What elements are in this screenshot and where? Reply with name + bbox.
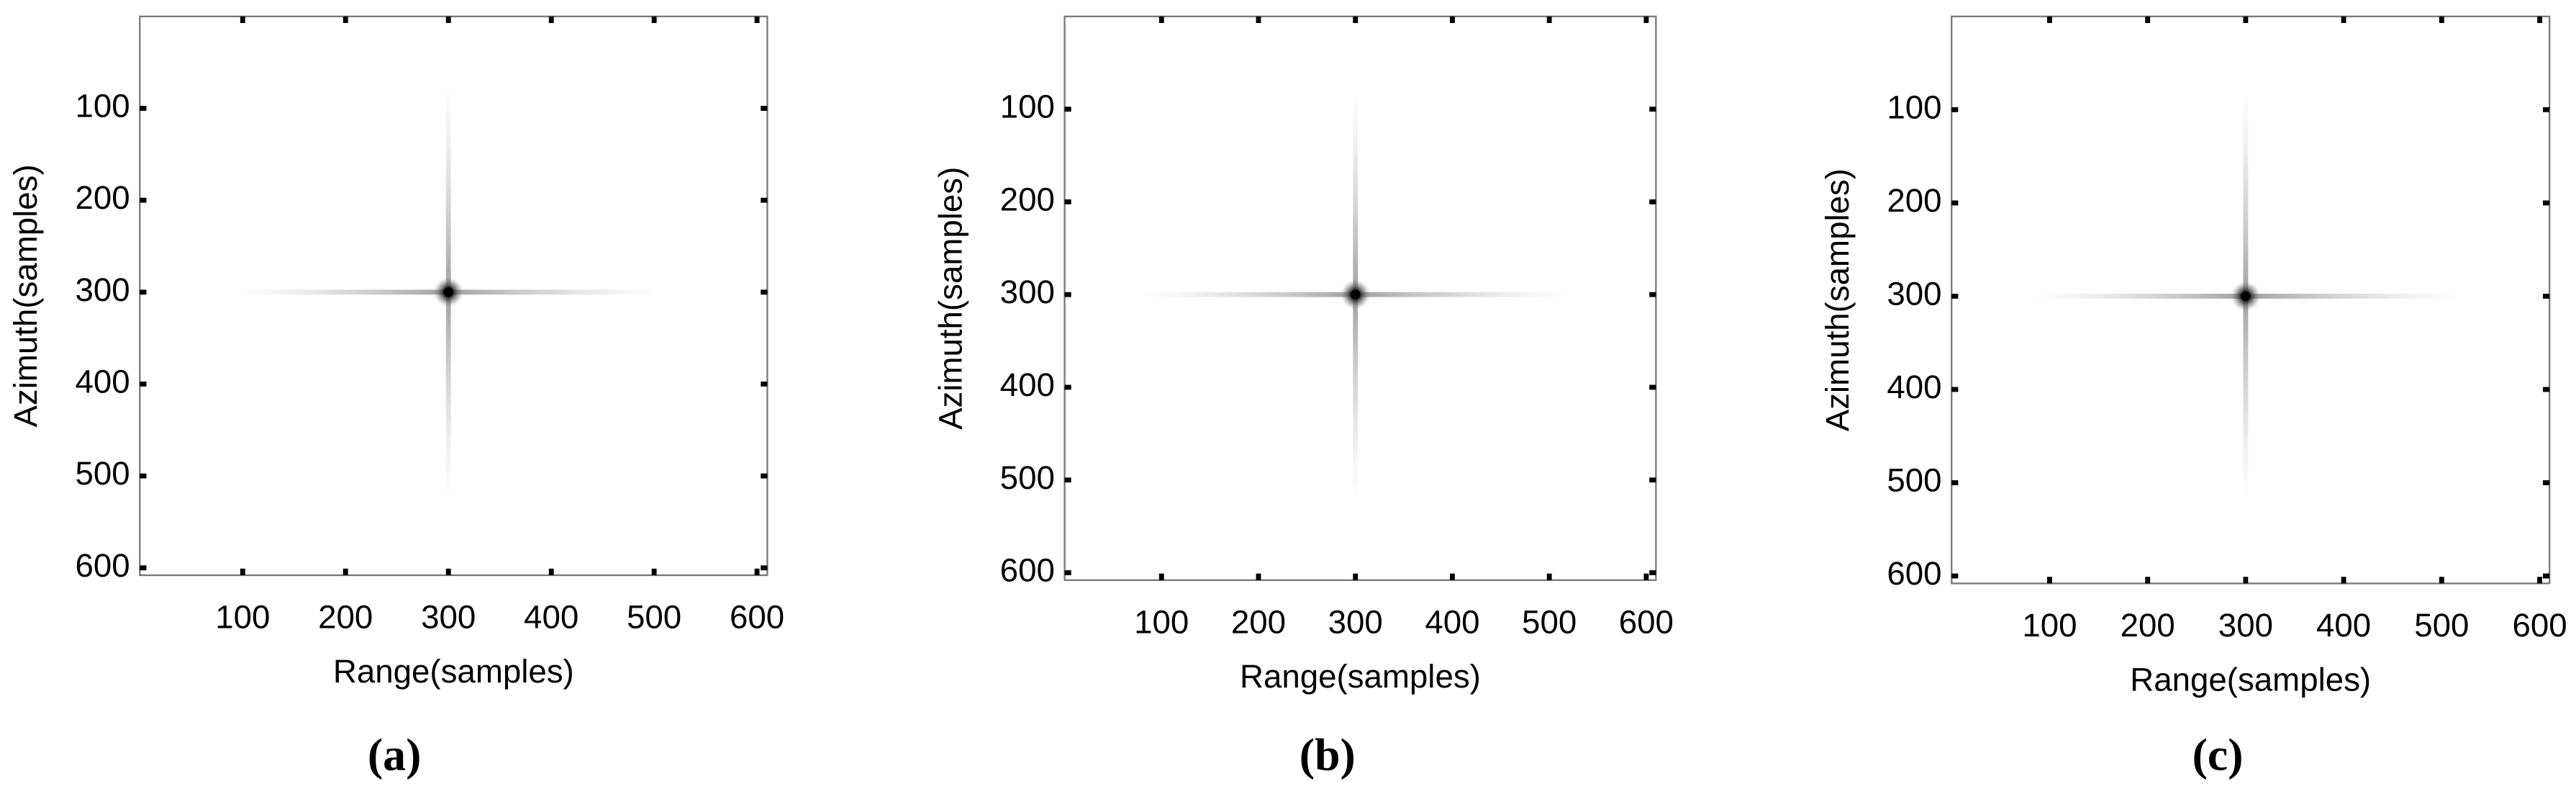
y-tick-label: 200 bbox=[75, 179, 130, 216]
panel: 100 200 300 400 500 600 100 200 300 400 500 600 Rang… bbox=[1819, 15, 2567, 780]
x-tick-label: 500 bbox=[627, 599, 681, 636]
x-axis-label: Range(samples) bbox=[2130, 661, 2371, 698]
x-tick-label: 300 bbox=[421, 599, 476, 636]
y-tick-label: 500 bbox=[1000, 459, 1055, 496]
x-tick-label: 100 bbox=[2022, 607, 2077, 644]
y-axis-label: Azimuth(samples) bbox=[7, 164, 44, 427]
y-tick-label: 400 bbox=[75, 364, 130, 400]
panel: 100 200 300 400 500 600 100 200 300 400 500 600 Rang… bbox=[7, 15, 784, 780]
y-tick-label: 400 bbox=[1000, 366, 1055, 403]
caption: (b) bbox=[1300, 729, 1356, 780]
x-tick-label: 600 bbox=[2512, 607, 2567, 644]
y-axis-label: Azimuth(samples) bbox=[1819, 168, 1856, 431]
y-tick-label: 300 bbox=[1887, 275, 1941, 312]
point-target-core bbox=[443, 287, 454, 297]
x-tick-label: 200 bbox=[318, 599, 373, 636]
point-target-core bbox=[2241, 291, 2251, 302]
x-tick-label: 100 bbox=[1134, 604, 1189, 641]
caption: (c) bbox=[2192, 729, 2244, 780]
y-tick-label: 200 bbox=[1000, 181, 1055, 217]
y-tick-label: 300 bbox=[75, 271, 130, 308]
x-tick-label: 400 bbox=[1425, 604, 1479, 641]
x-tick-label: 500 bbox=[2414, 607, 2469, 644]
x-tick-label: 300 bbox=[1328, 604, 1383, 641]
x-tick-label: 500 bbox=[1522, 604, 1577, 641]
y-tick-label: 200 bbox=[1887, 182, 1941, 219]
y-tick-label: 400 bbox=[1887, 369, 1941, 405]
y-tick-label: 600 bbox=[75, 547, 130, 584]
panel: 100 200 300 400 500 600 100 200 300 400 500 600 Rang… bbox=[932, 15, 1674, 780]
y-tick-label: 100 bbox=[1000, 89, 1055, 125]
x-tick-label: 400 bbox=[2316, 607, 2371, 644]
y-tick-label: 500 bbox=[75, 455, 130, 492]
x-tick-label: 200 bbox=[2121, 607, 2175, 644]
x-tick-label: 100 bbox=[215, 599, 270, 636]
x-axis-label: Range(samples) bbox=[1240, 658, 1481, 695]
y-tick-label: 500 bbox=[1887, 462, 1941, 499]
y-tick-label: 600 bbox=[1000, 552, 1055, 589]
x-axis-label: Range(samples) bbox=[333, 653, 574, 690]
y-axis-label: Azimuth(samples) bbox=[932, 167, 969, 430]
caption: (a) bbox=[368, 729, 422, 780]
x-tick-label: 600 bbox=[730, 599, 784, 636]
y-tick-label: 300 bbox=[1000, 274, 1055, 310]
y-tick-label: 600 bbox=[1887, 555, 1941, 592]
y-tick-label: 100 bbox=[75, 88, 130, 125]
x-tick-label: 600 bbox=[1619, 604, 1674, 641]
y-tick-label: 100 bbox=[1887, 89, 1941, 125]
x-tick-label: 300 bbox=[2218, 607, 2273, 644]
point-target-core bbox=[1350, 289, 1361, 300]
x-tick-label: 200 bbox=[1231, 604, 1286, 641]
x-tick-label: 400 bbox=[524, 599, 579, 636]
